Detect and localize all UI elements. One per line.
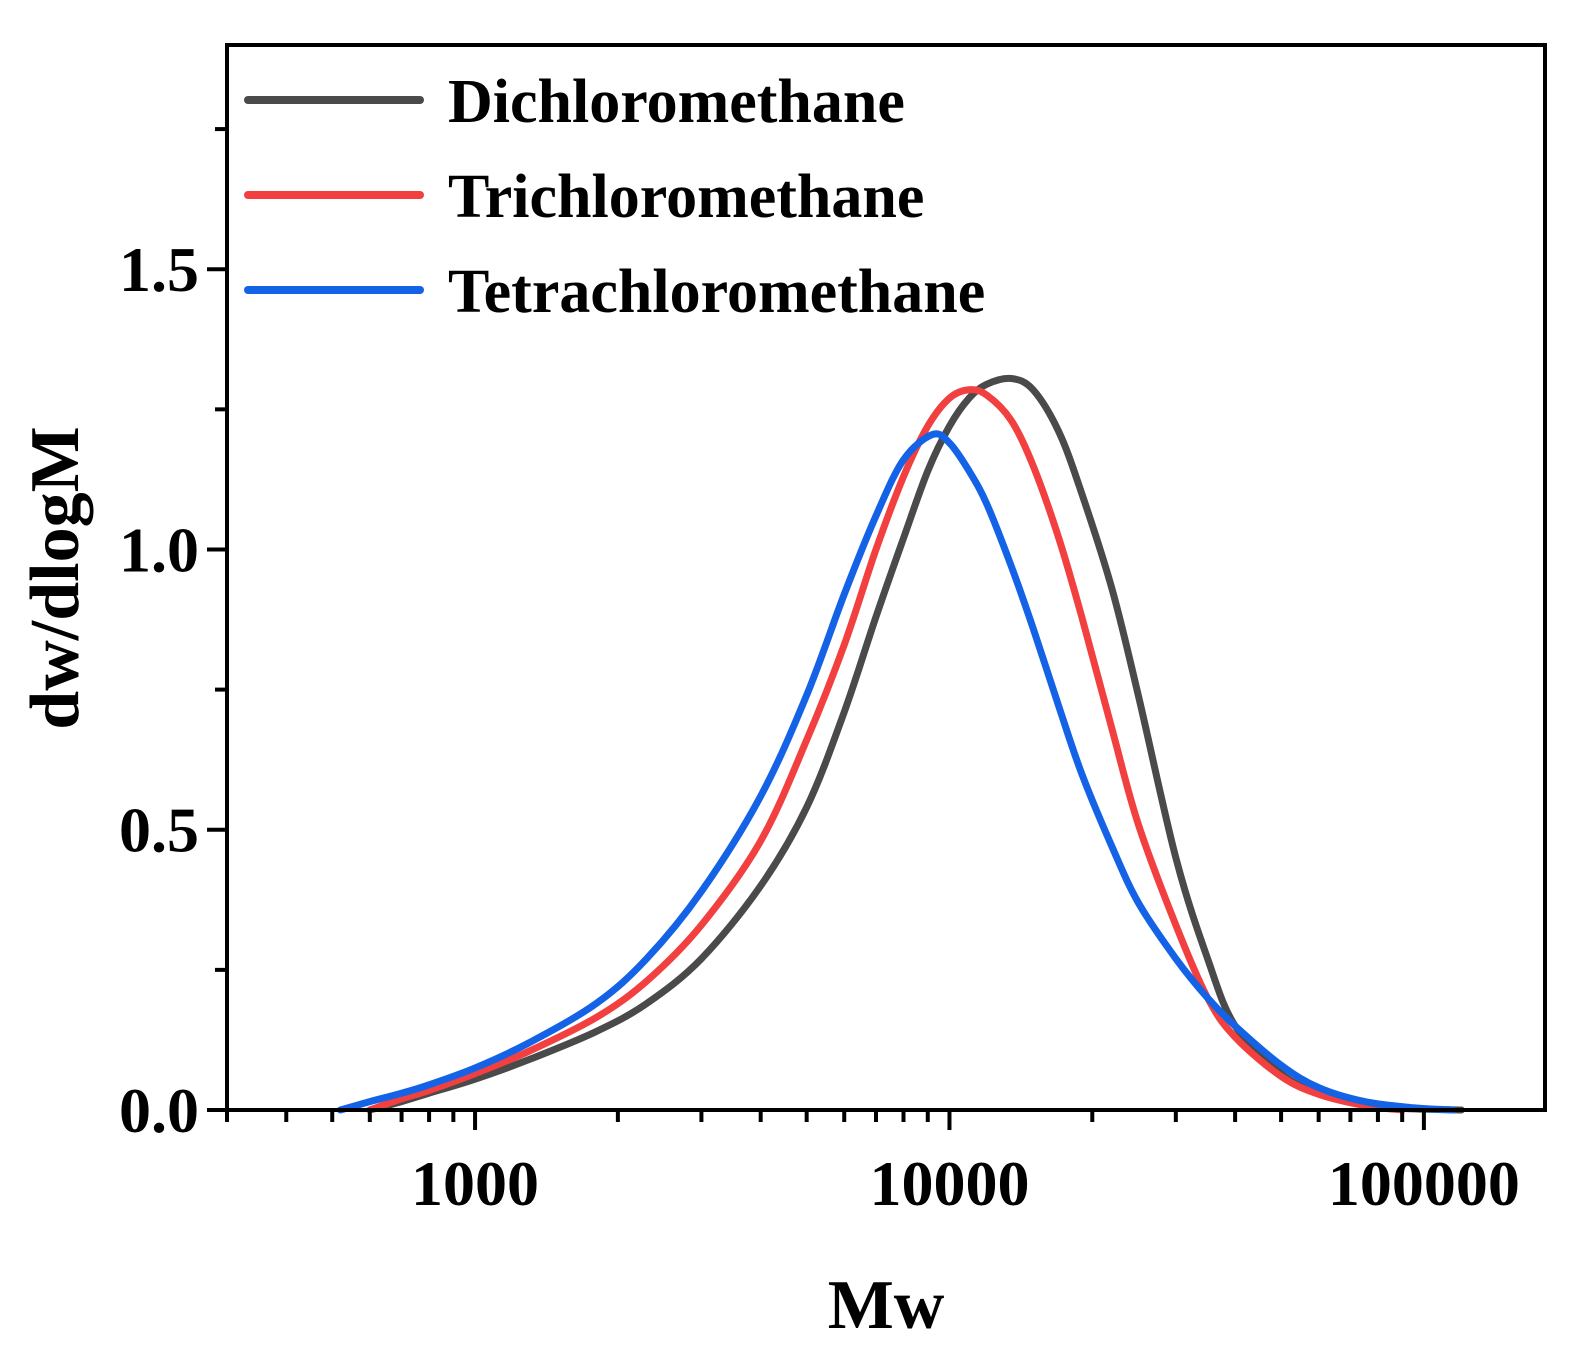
y-tick-label: 1.0 — [119, 514, 199, 585]
y-tick-label: 1.5 — [119, 234, 199, 305]
y-axis-title: dw/dlogM — [17, 426, 94, 729]
plot-frame — [225, 43, 1547, 1112]
legend-label: Dichloromethane — [448, 68, 905, 136]
legend-label: Tetrachloromethane — [448, 258, 985, 326]
x-tick-label: 1000 — [411, 1148, 539, 1219]
series-line-dichloromethane — [366, 374, 1465, 1114]
series-layer — [336, 374, 1465, 1114]
series-line-tetrachloromethane — [336, 430, 1457, 1114]
x-axis-ticks: 1000 10000 100000 — [225, 1110, 1520, 1219]
x-axis-title: Mw — [828, 1267, 945, 1344]
x-tick-label: 100000 — [1328, 1148, 1520, 1219]
legend: Dichloromethane Trichloromethane Tetrachlo… — [244, 68, 985, 326]
y-tick-label: 0.5 — [119, 795, 199, 866]
y-tick-label: 0.0 — [119, 1075, 199, 1146]
x-tick-label: 10000 — [869, 1148, 1029, 1219]
legend-label: Trichloromethane — [448, 163, 924, 231]
y-axis-ticks: 0.0 0.5 1.0 1.5 — [119, 127, 227, 1146]
